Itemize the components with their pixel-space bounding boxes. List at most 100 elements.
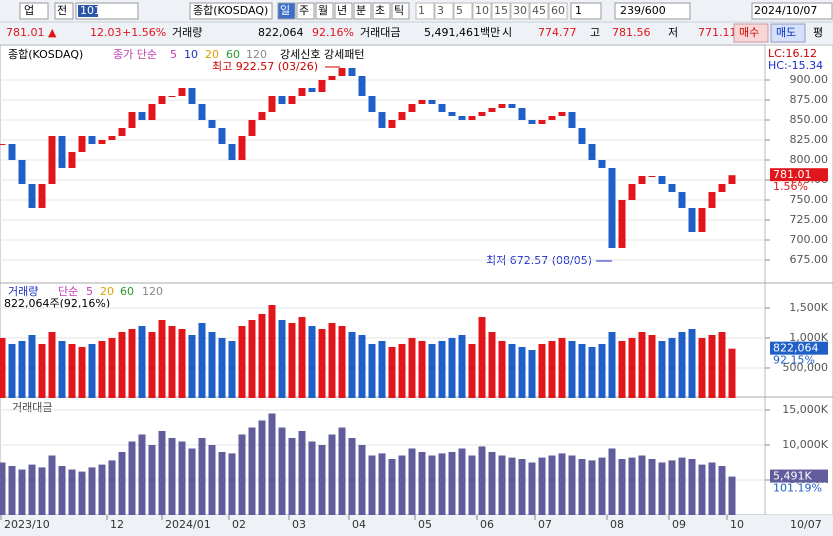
range-box [614,2,691,20]
candle [238,136,246,160]
bar [278,427,286,515]
buy-button[interactable] [733,23,769,43]
interval-button[interactable] [529,2,549,20]
select[interactable] [54,2,74,20]
period-button[interactable] [391,2,410,20]
note: 822,064주(92,16%) [4,297,110,310]
count: 1 [575,4,582,17]
candle [628,184,636,200]
y-tick-label: 725.00 [790,213,829,226]
period-button[interactable] [277,2,296,20]
bar [228,341,236,398]
period-button[interactable] [334,2,353,20]
candle [258,112,266,120]
candle [28,184,36,208]
bar [438,453,446,515]
bar [158,320,166,398]
candle [128,112,136,128]
candle [428,100,436,104]
period-button[interactable] [353,2,372,20]
interval-button[interactable] [472,2,492,20]
bar [488,332,496,398]
bar [698,338,706,398]
rate: +1.56% [122,26,166,39]
bar [168,438,176,515]
bar [198,323,206,398]
ma: 120 [142,285,163,298]
ma: 60 [120,285,134,298]
candle [358,76,366,96]
interval: 30 [513,4,527,17]
bar [688,459,696,515]
bar [468,455,476,515]
interval-button[interactable] [415,2,435,20]
period-button[interactable] [315,2,334,20]
candle [608,168,616,248]
period: 주 [299,4,309,17]
period-button[interactable] [372,2,391,20]
bar [48,332,56,398]
bar [218,452,226,515]
volume: 822,064 [258,26,304,39]
bar [568,341,576,398]
x-tick-label: 05 [418,518,432,531]
date: 2024/10/07 [754,4,817,17]
select[interactable] [19,2,49,20]
bar [288,323,296,398]
bar [638,455,646,515]
x-tick-label: 08 [610,518,624,531]
x-tick-label: 07 [538,518,552,531]
bar [78,471,86,515]
name-box [189,2,273,20]
bar [498,341,506,398]
period-button[interactable] [296,2,315,20]
date-box[interactable] [751,2,833,20]
interval-button[interactable] [491,2,511,20]
candle [378,112,386,128]
interval: 45 [532,4,546,17]
bar [728,476,736,515]
y-tick-label: 15,000K [782,403,828,416]
candle [348,68,356,76]
bar [598,344,606,398]
bar [118,332,126,398]
bar [588,460,596,515]
sell: 매도 [776,26,796,39]
candle [458,116,466,120]
candle [98,140,106,144]
bar [558,453,566,515]
sell-button[interactable] [770,23,806,43]
count-box[interactable] [570,2,602,20]
ma: 10 [184,48,198,61]
candle [188,88,196,104]
interval: 3 [437,4,444,17]
legend: 종가 단순 [113,48,157,61]
interval-button[interactable] [453,2,473,20]
interval-button[interactable] [548,2,568,20]
bar [458,448,466,515]
hc: HC:-15.34 [768,59,823,72]
candle [198,104,206,120]
bar [438,341,446,398]
candle [88,136,96,144]
y-tick-label: 675.00 [790,253,829,266]
bar [58,466,66,515]
x-tick-label: 12 [110,518,124,531]
last-value: 822,064 [773,342,819,355]
interval-button[interactable] [434,2,454,20]
interval-button[interactable] [510,2,530,20]
interval: 15 [494,4,508,17]
bar [98,341,106,398]
interval: 60 [551,4,565,17]
bar [268,305,276,398]
y-tick-label: 500,000 [783,361,829,374]
bar [408,448,416,515]
candle [548,116,556,120]
candle [648,176,656,177]
bar [198,438,206,515]
bar [428,344,436,398]
bar [388,347,396,398]
candle [448,112,456,116]
candle [68,152,76,168]
price: 781.01 ▲ [6,26,57,39]
